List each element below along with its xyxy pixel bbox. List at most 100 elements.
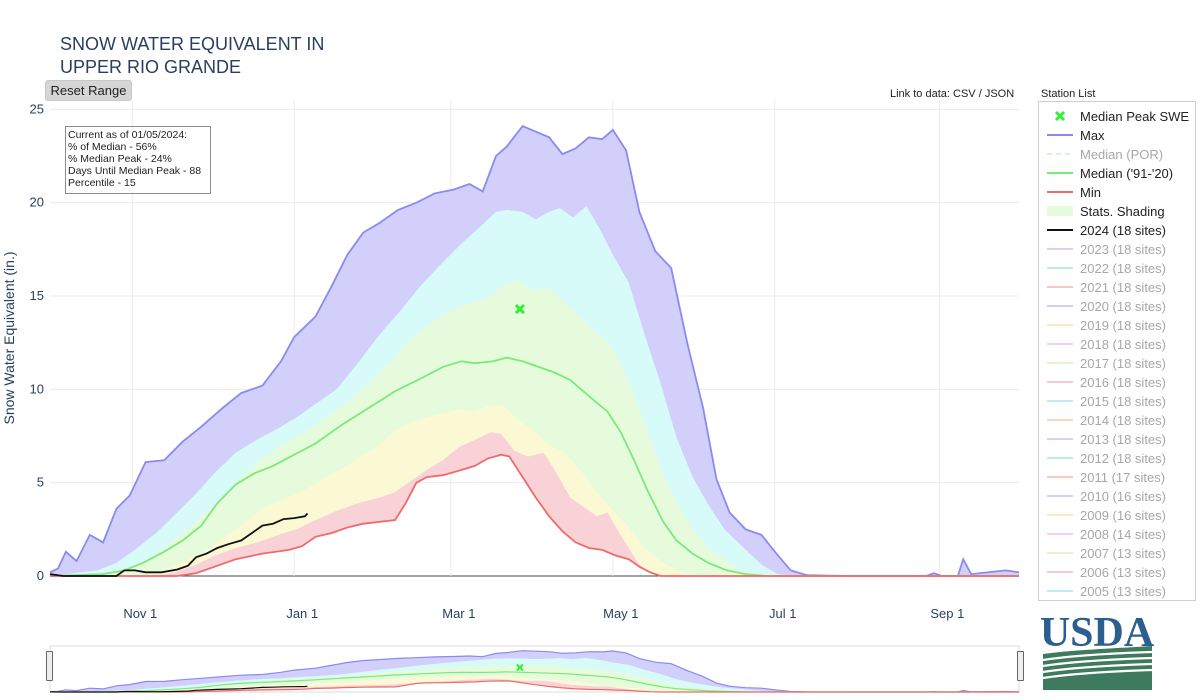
y-tick-label: 5	[37, 475, 44, 490]
legend-item[interactable]: 2018 (18 sites)	[1039, 335, 1195, 354]
y-axis: 0 5 10 15 20 25 Snow Water Equivalent (in.)	[1, 101, 44, 583]
legend-symbol	[1047, 552, 1073, 554]
legend-label: Max	[1080, 128, 1105, 143]
lower-fill-band	[50, 676, 1019, 692]
median-line	[49, 671, 1019, 693]
legend-item[interactable]: Max	[1039, 126, 1195, 145]
legend-item[interactable]: 2013 (18 sites)	[1039, 430, 1195, 449]
min-line	[50, 453, 1019, 577]
legend-symbol	[1047, 362, 1073, 364]
legend-item[interactable]: 2012 (18 sites)	[1039, 449, 1195, 468]
data-links: Link to data: CSV / JSON	[890, 88, 1014, 100]
legend-item[interactable]: 2024 (18 sites)	[1039, 221, 1195, 240]
legend-item[interactable]: Min	[1039, 183, 1195, 202]
legend-label: 2008 (14 sites)	[1080, 527, 1166, 542]
median-peak-marker-stroke	[516, 663, 524, 672]
legend-symbol	[1047, 286, 1073, 288]
legend-label: Median Peak SWE	[1080, 109, 1190, 124]
legend-label: 2012 (18 sites)	[1080, 451, 1166, 466]
json-link[interactable]: JSON	[984, 88, 1015, 100]
legend-item[interactable]: 2007 (13 sites)	[1039, 544, 1195, 563]
legend-item[interactable]: Stats. Shading	[1039, 202, 1195, 221]
legend-item[interactable]: 2006 (13 sites)	[1039, 563, 1195, 582]
legend-item[interactable]: 2011 (17 sites)	[1039, 468, 1195, 487]
legend-item[interactable]: 2005 (13 sites)	[1039, 582, 1195, 600]
legend-item[interactable]: 2016 (18 sites)	[1039, 373, 1195, 392]
x-tick-label: Jul 1	[769, 606, 796, 621]
legend-label: Min	[1080, 185, 1101, 200]
median-line	[49, 356, 1019, 577]
plot-area	[49, 125, 1020, 577]
legend-symbol	[1047, 305, 1073, 307]
legend-label: Median (POR)	[1080, 147, 1164, 162]
legend-label: 2018 (18 sites)	[1080, 337, 1166, 352]
legend-label: Median ('91-'20)	[1080, 166, 1174, 181]
range-slider-left-handle[interactable]	[46, 651, 53, 681]
legend-swatch	[1054, 110, 1066, 122]
legend-item[interactable]: 2014 (18 sites)	[1039, 411, 1195, 430]
stats-percent-median: % of Median - 56%	[68, 141, 157, 153]
legend-label: 2021 (18 sites)	[1080, 280, 1166, 295]
legend-item[interactable]: 2020 (18 sites)	[1039, 297, 1195, 316]
chart-title-line-2: UPPER RIO GRANDE	[60, 57, 242, 77]
y-axis-title: Snow Water Equivalent (in.)	[1, 252, 17, 425]
x-axis: Nov 1 Jan 1 Mar 1 May 1 Jul 1 Sep 1	[123, 606, 964, 621]
x-tick-label: Sep 1	[930, 606, 964, 621]
legend-label: 2006 (13 sites)	[1080, 565, 1166, 580]
legend-label: 2017 (18 sites)	[1080, 356, 1166, 371]
legend-item[interactable]: Median (POR)	[1039, 145, 1195, 164]
legend-item[interactable]: 2021 (18 sites)	[1039, 278, 1195, 297]
legend-symbol	[1047, 590, 1073, 592]
legend-swatch	[1047, 206, 1073, 216]
legend-item[interactable]: 2017 (18 sites)	[1039, 354, 1195, 373]
legend-symbol	[1047, 476, 1073, 478]
legend-item[interactable]: 2023 (18 sites)	[1039, 240, 1195, 259]
legend-symbol	[1047, 343, 1073, 345]
legend-symbol	[1047, 206, 1073, 216]
lower-fill-band	[50, 404, 1019, 576]
legend-symbol	[1047, 381, 1073, 383]
y-tick-label: 20	[30, 195, 44, 210]
legend-label: 2024 (18 sites)	[1080, 223, 1166, 238]
legend-label: 2023 (18 sites)	[1080, 242, 1166, 257]
legend-item[interactable]: 2008 (14 sites)	[1039, 525, 1195, 544]
legend-label: 2013 (18 sites)	[1080, 432, 1166, 447]
legend-label: 2022 (18 sites)	[1080, 261, 1166, 276]
legend-item[interactable]: 2015 (18 sites)	[1039, 392, 1195, 411]
legend-symbol	[1047, 153, 1073, 155]
legend-item[interactable]: 2009 (16 sites)	[1039, 506, 1195, 525]
station-list-link[interactable]: Station List	[1041, 88, 1096, 100]
x-tick-label: Mar 1	[442, 606, 475, 621]
min-fill-band	[50, 678, 1019, 692]
legend-label: Stats. Shading	[1080, 204, 1165, 219]
legend-item[interactable]: 2022 (18 sites)	[1039, 259, 1195, 278]
usda-logo-stripe	[1042, 662, 1153, 674]
legend-symbol	[1047, 514, 1073, 516]
usda-logo: USDA	[1041, 610, 1154, 690]
current-year-line	[49, 512, 309, 577]
legend-label: 2014 (18 sites)	[1080, 413, 1166, 428]
legend-label: 2015 (18 sites)	[1080, 394, 1166, 409]
legend-symbol	[1047, 438, 1073, 440]
y-tick-label: 10	[30, 381, 44, 396]
chart-title: SNOW WATER EQUIVALENT IN UPPER RIO GRAND…	[60, 33, 324, 79]
legend-item[interactable]: 2010 (16 sites)	[1039, 487, 1195, 506]
legend-symbol	[1047, 134, 1073, 136]
legend-symbol	[1047, 191, 1073, 193]
legend-item[interactable]: Median ('91-'20)	[1039, 164, 1195, 183]
reset-range-button[interactable]: Reset Range	[45, 80, 132, 101]
median-peak-marker	[516, 663, 524, 672]
legend-item[interactable]: 2019 (18 sites)	[1039, 316, 1195, 335]
range-slider-right-handle[interactable]	[1017, 651, 1024, 681]
legend-label: 2019 (18 sites)	[1080, 318, 1166, 333]
max-fill-band	[50, 650, 1019, 692]
legend-symbol	[1047, 457, 1073, 459]
legend-label: 2007 (13 sites)	[1080, 546, 1166, 561]
legend-item[interactable]: Median Peak SWE	[1039, 107, 1195, 126]
x-tick-label: May 1	[603, 606, 638, 621]
chart-title-line-1: SNOW WATER EQUIVALENT IN	[60, 34, 325, 54]
max-line	[49, 125, 1020, 577]
csv-link[interactable]: CSV	[953, 88, 976, 100]
legend-label: 2005 (13 sites)	[1080, 584, 1166, 599]
min-line	[50, 680, 1019, 693]
